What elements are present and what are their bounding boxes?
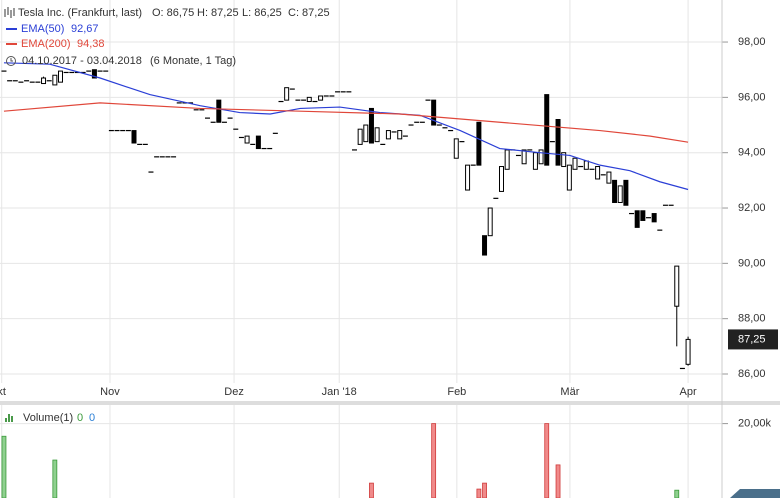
- y-tick-label: 86,00: [738, 368, 766, 380]
- x-tick-label: Apr: [680, 386, 697, 398]
- panel-separator: [0, 401, 780, 405]
- candle-body: [52, 74, 58, 86]
- legend-label: EMA(200): [21, 38, 71, 50]
- ohlc-low: L: 86,25: [242, 7, 282, 19]
- y-tick-label: 94,00: [738, 147, 766, 159]
- candle-body: [504, 149, 510, 170]
- candle-body: [255, 135, 261, 150]
- x-tick-label: Dez: [224, 386, 244, 398]
- candle-body: [431, 99, 437, 126]
- candle-body: [476, 121, 482, 166]
- candle-body: [634, 210, 640, 228]
- range-label: 04.10.2017 - 03.04.2018: [22, 55, 142, 67]
- candle-body: [561, 152, 567, 168]
- candle-body: [374, 127, 380, 143]
- volume-bar: [674, 489, 680, 498]
- candle-body: [521, 149, 527, 165]
- ohlc-high: H: 87,25: [197, 7, 239, 19]
- volume-bar: [431, 423, 437, 498]
- candle-body: [674, 265, 680, 307]
- volume-bar: [476, 488, 482, 498]
- legend-value: 94,38: [77, 38, 105, 50]
- last-price-label: 87,25: [738, 333, 766, 345]
- chart-title: Tesla Inc. (Frankfurt, last): [18, 7, 142, 19]
- candle-body: [357, 128, 363, 145]
- candle-body: [612, 179, 618, 203]
- candle-body: [284, 87, 290, 101]
- candle-body: [318, 95, 324, 101]
- candle-body: [385, 130, 391, 140]
- y-tick-label: 88,00: [738, 313, 766, 325]
- candle-body: [465, 164, 471, 191]
- clock-icon: [6, 56, 16, 66]
- candle-body: [640, 210, 646, 221]
- period-label: (6 Monate, 1 Tag): [150, 55, 236, 67]
- volume-readout: 0: [77, 412, 83, 424]
- x-tick-label: Nov: [100, 386, 120, 398]
- candle-body: [57, 70, 63, 83]
- candle-body: [544, 94, 550, 166]
- volume-bar: [1, 435, 7, 498]
- ohlc-open: O: 86,75: [152, 7, 194, 19]
- corner-badge: [730, 489, 780, 498]
- marks: 87,25: [1, 62, 778, 498]
- ema-line: [3, 62, 689, 191]
- volume-bar: [369, 482, 374, 498]
- candle-body: [368, 107, 374, 144]
- candle-body: [453, 138, 459, 159]
- candle-body: [244, 135, 250, 144]
- y-tick-label: 20,00k: [738, 418, 772, 430]
- candle-body: [566, 164, 572, 191]
- candle-body: [498, 166, 504, 192]
- candle-body: [487, 207, 493, 237]
- x-tick-label: Feb: [447, 386, 466, 398]
- candle-body: [555, 119, 561, 166]
- candle-body: [572, 157, 578, 170]
- candle-body: [397, 130, 403, 140]
- candle-body: [617, 185, 623, 203]
- candle-body: [131, 130, 137, 144]
- x-tick-label: Mär: [560, 386, 579, 398]
- candle-body: [482, 235, 488, 256]
- clock-hand: [10, 58, 13, 62]
- volume-bar: [482, 482, 487, 498]
- x-tick-label: Jan '18: [322, 386, 357, 398]
- candle-body: [216, 99, 222, 123]
- candle-body: [651, 213, 657, 223]
- volume-readout: 0: [89, 412, 95, 424]
- y-tick-label: 92,00: [738, 202, 766, 214]
- volume-icon: [5, 414, 13, 422]
- candle-body: [595, 166, 601, 180]
- candle-body: [41, 77, 47, 85]
- y-tick-label: 98,00: [738, 36, 766, 48]
- y-tick-label: 96,00: [738, 91, 766, 103]
- legend-label: EMA(50): [21, 23, 64, 35]
- candle-body: [363, 124, 369, 143]
- volume-bar: [52, 459, 58, 498]
- y-tick-label: 90,00: [738, 257, 766, 269]
- candle-body: [91, 69, 97, 79]
- x-tick-label: kt: [0, 386, 6, 398]
- last-price-box: [728, 329, 778, 350]
- candle-body: [306, 96, 312, 103]
- candle-body: [532, 152, 538, 170]
- volume-title: Volume(1): [23, 412, 73, 424]
- candle-body: [685, 338, 691, 365]
- header-icon: [4, 7, 15, 18]
- volume-bar: [544, 423, 550, 498]
- legend-value: 92,67: [71, 23, 99, 35]
- candle-body: [606, 171, 612, 184]
- ema-line: [3, 102, 689, 143]
- volume-bar: [555, 464, 561, 498]
- ohlc-close: C: 87,25: [288, 7, 330, 19]
- candle-body: [583, 160, 589, 170]
- candle-body: [538, 149, 544, 165]
- candle-body: [623, 179, 629, 206]
